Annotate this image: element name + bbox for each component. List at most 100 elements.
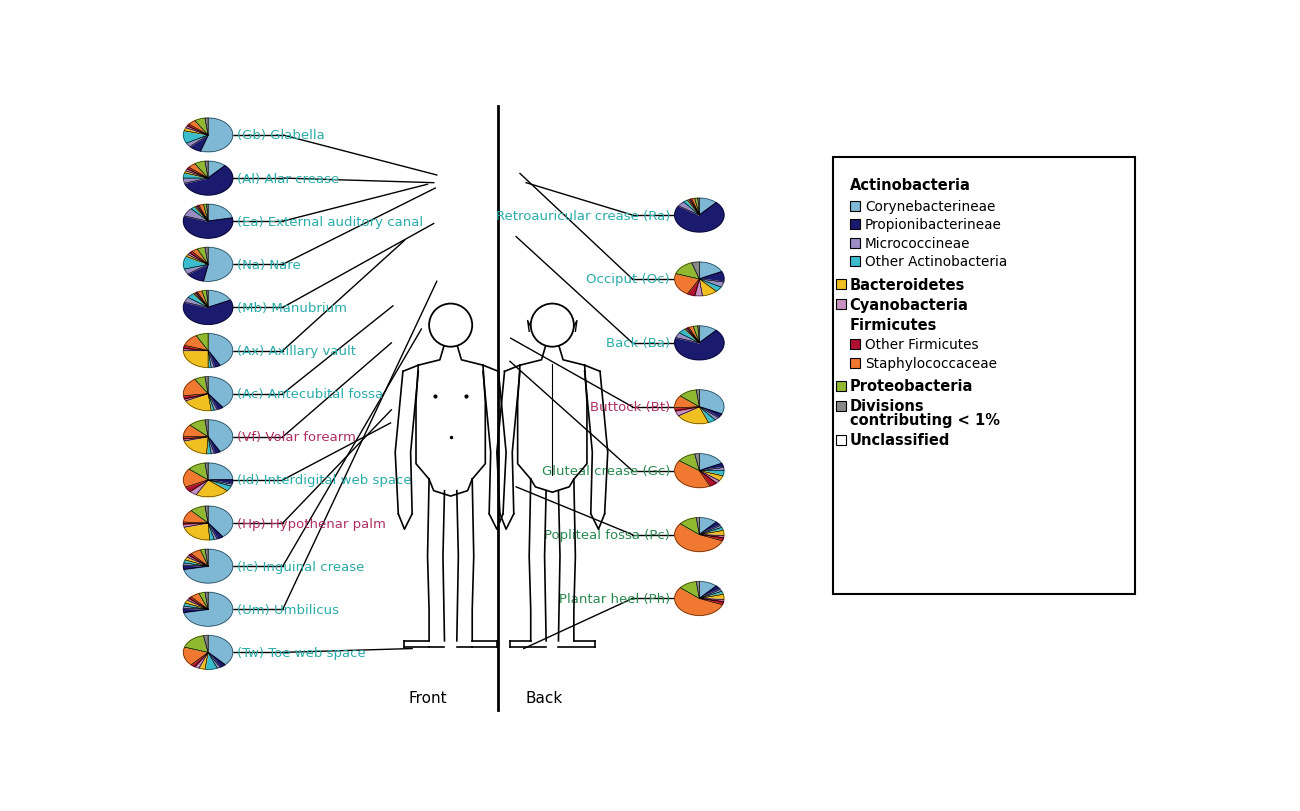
Polygon shape — [183, 522, 208, 525]
Text: Other Actinobacteria: Other Actinobacteria — [864, 255, 1008, 269]
Polygon shape — [675, 331, 724, 360]
Polygon shape — [694, 280, 702, 297]
Polygon shape — [692, 263, 699, 280]
Polygon shape — [699, 407, 722, 418]
Polygon shape — [675, 274, 699, 294]
Polygon shape — [699, 263, 722, 280]
Polygon shape — [697, 390, 699, 407]
Bar — [836, 300, 846, 310]
Polygon shape — [185, 600, 208, 610]
Polygon shape — [699, 471, 719, 483]
Text: Occiput (Oc): Occiput (Oc) — [586, 273, 670, 286]
Polygon shape — [183, 523, 208, 528]
Polygon shape — [699, 464, 724, 471]
Polygon shape — [699, 407, 719, 420]
Polygon shape — [191, 594, 208, 610]
Text: Bacteroidetes: Bacteroidetes — [849, 277, 965, 293]
Polygon shape — [183, 257, 208, 270]
Polygon shape — [208, 377, 233, 408]
Polygon shape — [689, 327, 699, 343]
Polygon shape — [697, 518, 699, 535]
Polygon shape — [196, 207, 208, 222]
Polygon shape — [699, 599, 724, 602]
Polygon shape — [208, 653, 225, 667]
Polygon shape — [699, 535, 724, 538]
Polygon shape — [675, 461, 710, 488]
Polygon shape — [208, 394, 214, 411]
Polygon shape — [699, 471, 723, 481]
Polygon shape — [699, 518, 716, 535]
Polygon shape — [200, 550, 208, 566]
Polygon shape — [195, 653, 208, 668]
Polygon shape — [185, 394, 208, 401]
Polygon shape — [699, 272, 724, 283]
Polygon shape — [699, 599, 724, 605]
Polygon shape — [198, 248, 208, 265]
Bar — [836, 436, 846, 445]
Polygon shape — [680, 330, 699, 343]
Text: Corynebacterineae: Corynebacterineae — [864, 200, 996, 213]
Polygon shape — [675, 524, 723, 551]
Text: (Ax) Axillary vault: (Ax) Axillary vault — [238, 345, 356, 358]
Polygon shape — [185, 298, 208, 308]
Polygon shape — [198, 206, 208, 222]
Polygon shape — [190, 420, 208, 437]
Text: (Tw) Toe web space: (Tw) Toe web space — [238, 646, 367, 659]
Polygon shape — [205, 463, 208, 480]
Polygon shape — [185, 209, 208, 222]
Polygon shape — [183, 437, 208, 441]
Polygon shape — [208, 523, 214, 540]
Text: contributing < 1%: contributing < 1% — [849, 413, 1000, 428]
Polygon shape — [191, 507, 208, 523]
Polygon shape — [208, 291, 230, 308]
Polygon shape — [207, 205, 208, 222]
Polygon shape — [699, 594, 724, 600]
Polygon shape — [699, 468, 724, 471]
Polygon shape — [205, 119, 208, 135]
Polygon shape — [699, 327, 716, 343]
Polygon shape — [699, 199, 716, 216]
Polygon shape — [183, 550, 233, 583]
Polygon shape — [699, 471, 724, 476]
Polygon shape — [183, 131, 208, 144]
Text: Actinobacteria: Actinobacteria — [849, 178, 970, 192]
Polygon shape — [694, 199, 699, 216]
Polygon shape — [676, 333, 699, 343]
Polygon shape — [699, 471, 716, 487]
Text: (Na) Nare: (Na) Nare — [238, 259, 302, 272]
Polygon shape — [699, 535, 724, 541]
Polygon shape — [679, 203, 699, 216]
Polygon shape — [183, 647, 208, 665]
Bar — [849, 238, 859, 248]
Polygon shape — [196, 480, 227, 497]
Text: Plantar heel (Ph): Plantar heel (Ph) — [559, 592, 670, 605]
Bar — [849, 201, 859, 212]
Polygon shape — [199, 653, 208, 669]
Polygon shape — [208, 506, 233, 537]
Polygon shape — [679, 407, 708, 424]
Polygon shape — [208, 480, 233, 484]
Polygon shape — [208, 523, 217, 540]
Text: Divisions: Divisions — [849, 399, 924, 414]
Polygon shape — [185, 437, 208, 454]
Polygon shape — [196, 334, 208, 351]
Polygon shape — [186, 127, 208, 135]
Polygon shape — [699, 407, 715, 423]
Text: (Al) Alar crease: (Al) Alar crease — [238, 173, 339, 186]
Polygon shape — [185, 172, 208, 179]
Polygon shape — [698, 199, 699, 216]
Polygon shape — [183, 345, 208, 351]
Polygon shape — [208, 463, 233, 480]
Polygon shape — [699, 454, 722, 471]
Polygon shape — [205, 593, 208, 610]
Polygon shape — [675, 588, 723, 616]
Polygon shape — [699, 530, 724, 536]
Polygon shape — [183, 607, 208, 610]
Text: Other Firmicutes: Other Firmicutes — [864, 338, 979, 352]
Polygon shape — [694, 454, 699, 471]
Bar — [849, 257, 859, 267]
Bar — [836, 280, 846, 290]
Text: (Hp) Hypothenar palm: (Hp) Hypothenar palm — [238, 517, 386, 530]
Polygon shape — [688, 200, 699, 216]
Polygon shape — [183, 380, 208, 397]
